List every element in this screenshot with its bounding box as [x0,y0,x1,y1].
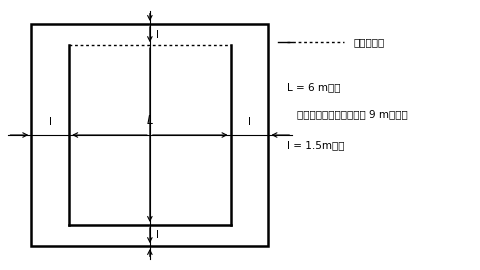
Text: l: l [49,117,52,127]
Text: l: l [156,231,158,241]
Text: は省略部分: は省略部分 [354,38,385,48]
Text: L = 6 m以下: L = 6 m以下 [288,82,341,92]
Bar [31,24,268,246]
Text: （耐火建築物にあっては 9 m以下）: （耐火建築物にあっては 9 m以下） [297,109,408,119]
Text: L: L [146,114,153,127]
Text: l = 1.5m以下: l = 1.5m以下 [288,141,345,151]
Text: l: l [248,117,251,127]
Text: l: l [156,29,158,39]
